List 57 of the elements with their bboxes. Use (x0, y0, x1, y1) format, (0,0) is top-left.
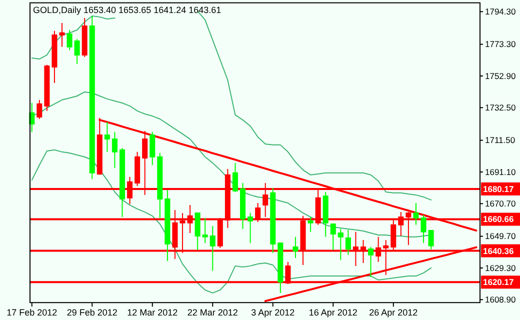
candlestick (338, 228, 344, 261)
candlestick (89, 16, 95, 180)
candlestick (345, 229, 351, 256)
x-tick-label: 29 Feb 2012 (66, 308, 118, 318)
candlestick (232, 162, 238, 192)
candlestick (52, 30, 58, 84)
y-tick-label: 1732.50 (485, 102, 516, 113)
x-tick-label: 17 Feb 2012 (6, 308, 58, 318)
candlestick (104, 121, 110, 152)
ref-line-label: 1660.66 (483, 214, 514, 224)
y-tick-label: 1794.30 (485, 6, 516, 17)
candlestick (74, 38, 80, 65)
ref-line-label: 1620.17 (483, 277, 514, 288)
candlestick (428, 230, 434, 250)
candlestick (210, 226, 216, 272)
ref-line-label: 1680.17 (483, 184, 514, 194)
candlestick (164, 189, 170, 262)
candlestick (82, 18, 88, 58)
candlestick (270, 187, 276, 254)
line-series (31, 149, 432, 294)
y-tick-label: 1649.70 (485, 231, 516, 242)
ref-line-label: 1640.36 (483, 246, 514, 256)
candlestick (59, 22, 65, 48)
candlestick (36, 100, 42, 120)
x-tick-label: 16 Apr 2012 (308, 308, 358, 318)
candlestick (202, 217, 208, 244)
candlestick (248, 212, 254, 244)
candlestick (330, 224, 336, 250)
candlestick (157, 152, 163, 218)
candlestick (120, 148, 126, 218)
chart-title: GOLD,Daily 1653.40 1653.65 1641.24 1643.61 (33, 4, 222, 15)
candlestick (134, 151, 140, 186)
candlestick (322, 192, 328, 238)
candlestick (368, 246, 374, 278)
y-tick-label: 1752.90 (485, 70, 516, 81)
candlestick (112, 132, 118, 168)
candlestick (278, 242, 284, 294)
candlestick (29, 102, 35, 133)
y-tick-label: 1773.30 (485, 39, 516, 50)
y-tick-label: 1629.30 (485, 262, 516, 273)
y-tick-label: 1691.10 (485, 166, 516, 177)
y-tick-label: 1711.50 (485, 135, 516, 146)
x-tick-label: 12 Mar 2012 (127, 308, 178, 318)
candlestick (66, 29, 72, 51)
candlestick (194, 212, 200, 250)
candlestick (413, 202, 419, 226)
x-tick-label: 26 Apr 2012 (369, 308, 418, 318)
y-tick-label: 1608.90 (485, 294, 516, 305)
candlestick (240, 182, 246, 230)
y-tick-label: 1670.70 (485, 198, 516, 209)
candlestick (150, 132, 156, 166)
candlestick (44, 64, 50, 112)
candlestick (420, 214, 426, 244)
candlestick (292, 236, 298, 259)
candlestick (308, 216, 314, 232)
x-tick-label: 22 Mar 2012 (187, 308, 238, 318)
x-tick-label: 3 Apr 2012 (251, 308, 295, 318)
